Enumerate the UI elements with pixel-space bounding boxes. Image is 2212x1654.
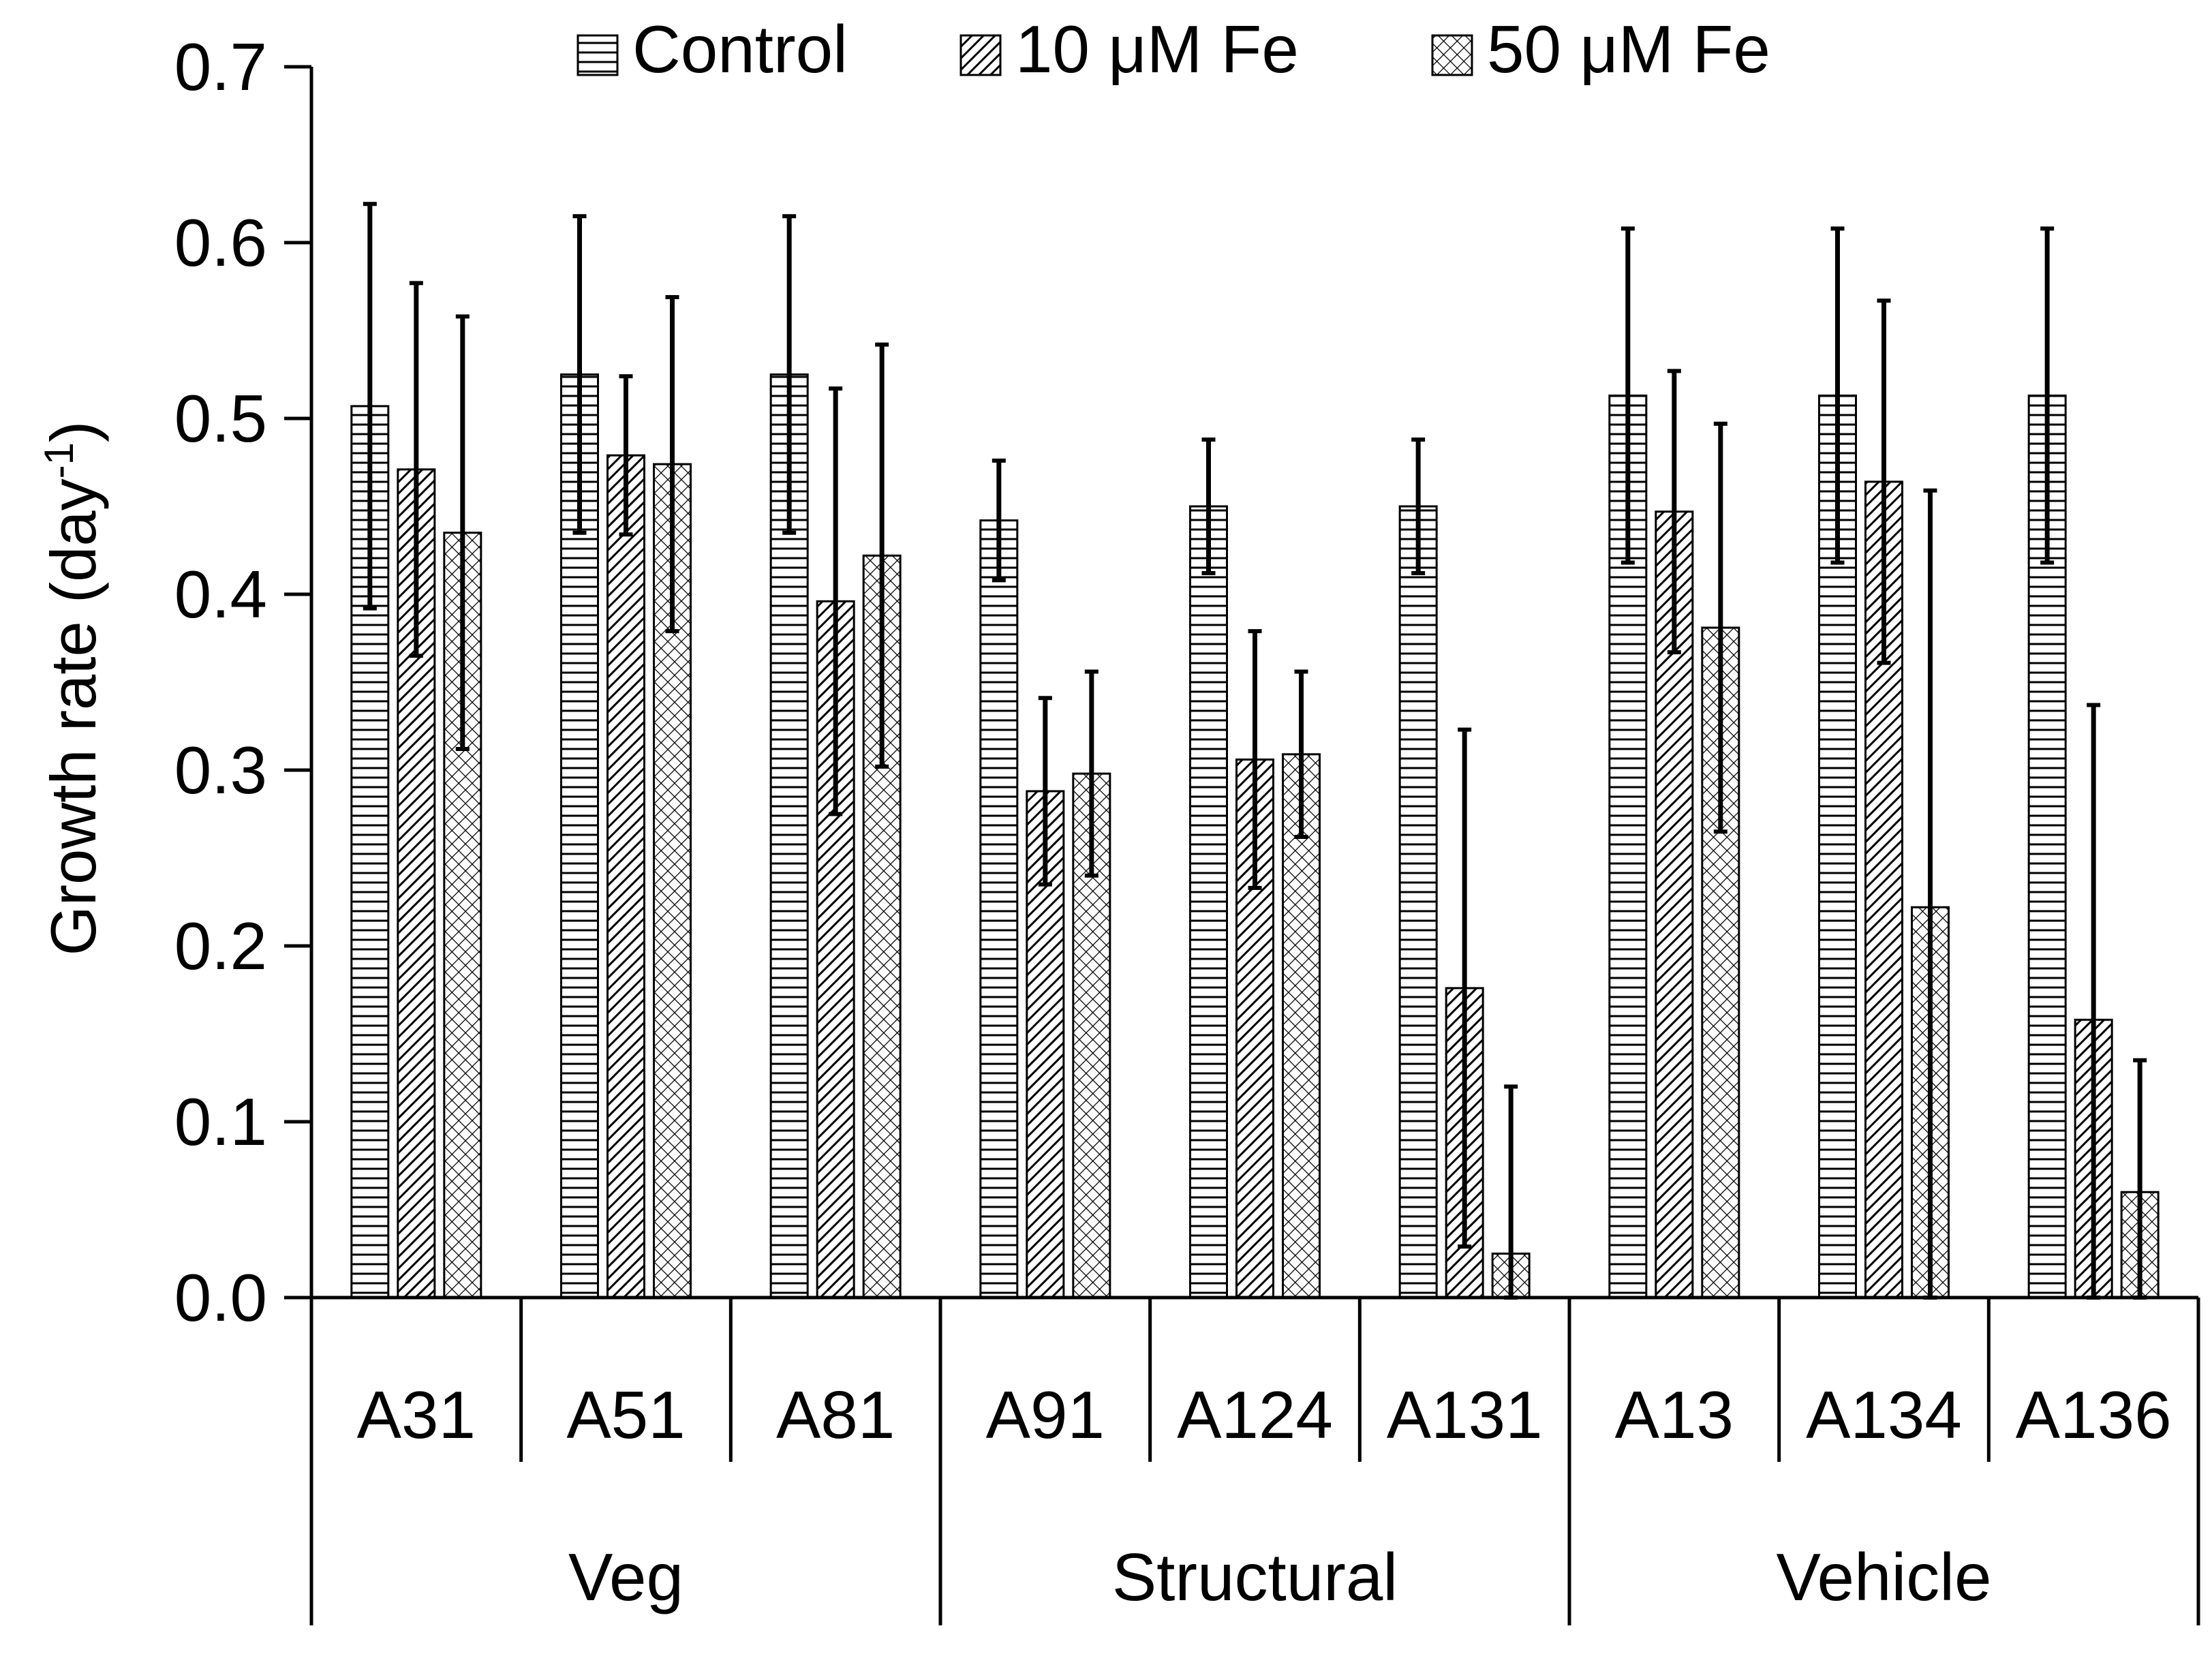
legend-swatch-1 — [959, 34, 1002, 76]
y-tick-label: 0.7 — [174, 29, 267, 104]
bar-a91-0 — [979, 519, 1019, 1299]
y-tick-label: 0.3 — [174, 733, 267, 808]
legend-swatch-0 — [577, 34, 619, 76]
bar-a124-2 — [1282, 753, 1321, 1299]
legend: Control 10 μM Fe 50 μM Fe — [577, 12, 1770, 87]
x-tick-label: A31 — [357, 1377, 476, 1452]
legend-label: 10 μM Fe — [1015, 12, 1299, 87]
x-tick-label: A134 — [1806, 1377, 1962, 1452]
y-tick-label: 0.1 — [174, 1084, 267, 1159]
x-tick-label: A136 — [2016, 1377, 2172, 1452]
x-tick-label: A81 — [776, 1377, 895, 1452]
y-tick-label: 0.6 — [174, 205, 267, 280]
y-tick-label: 0.2 — [174, 908, 267, 983]
legend-swatch-2 — [1431, 34, 1473, 76]
bar-a91-2 — [1072, 772, 1111, 1299]
y-axis: 0.0 0.1 0.2 0.3 0.4 0.5 0.6 0.7 — [174, 29, 313, 1335]
y-tick-label: 0.5 — [174, 381, 267, 456]
y-axis-title: Growth rate (day-1) — [36, 421, 110, 956]
group-label: Veg — [568, 1540, 683, 1614]
error-bars — [363, 202, 2147, 1300]
legend-label: Control — [632, 12, 848, 87]
bar-a124-0 — [1189, 505, 1228, 1299]
bar-a51-1 — [606, 454, 645, 1299]
group-label: Vehicle — [1776, 1540, 1991, 1614]
x-tick-label: A124 — [1177, 1377, 1333, 1452]
x-tick-label: A91 — [986, 1377, 1105, 1452]
group-label: Structural — [1112, 1540, 1398, 1614]
y-tick-label: 0.0 — [174, 1260, 267, 1335]
legend-label: 50 μM Fe — [1487, 12, 1770, 87]
x-tick-label: A131 — [1387, 1377, 1543, 1452]
bar-a131-0 — [1398, 505, 1438, 1299]
x-axis: A31 A51 A81 A91 A124 A131 A13 A134 A136 Veg Struct… — [309, 1296, 2200, 1625]
x-tick-label: A51 — [566, 1377, 685, 1452]
x-tick-label: A13 — [1615, 1377, 1734, 1452]
y-tick-label: 0.4 — [174, 557, 267, 632]
